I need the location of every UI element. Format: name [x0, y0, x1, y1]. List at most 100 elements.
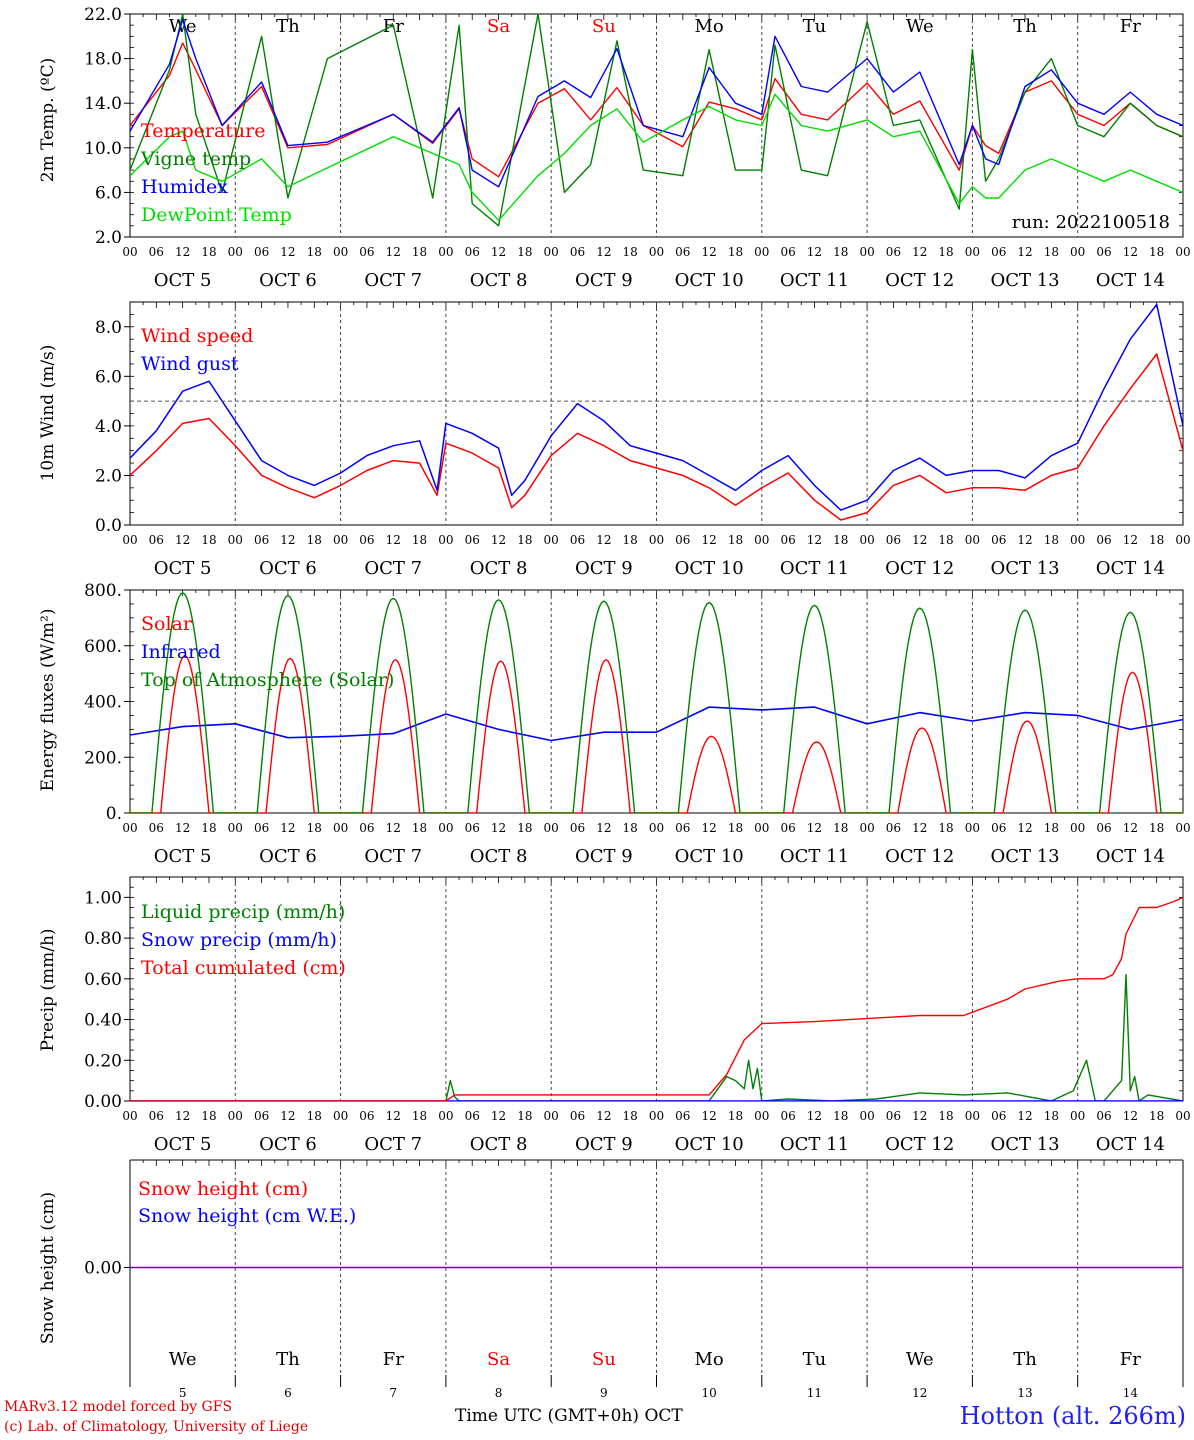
hour-tick-label: 00: [228, 821, 243, 835]
date-label: OCT 11: [780, 270, 849, 291]
hour-tick-label: 00: [1070, 245, 1085, 259]
legend-entry: Solar: [141, 613, 193, 635]
hour-tick-label: 06: [570, 533, 585, 547]
date-label: OCT 5: [154, 270, 212, 291]
hour-tick-label: 06: [254, 533, 269, 547]
hour-tick-label: 18: [201, 533, 216, 547]
y-tick-label: 400.: [84, 693, 122, 713]
legend-entry: Top of Atmosphere (Solar): [141, 669, 394, 691]
hour-tick-label: 12: [912, 245, 927, 259]
y-tick-label: 0.00: [84, 1092, 122, 1112]
date-label: OCT 12: [885, 558, 954, 579]
hour-tick-label: 00: [228, 533, 243, 547]
legend-entry: Infrared: [141, 641, 221, 663]
y-tick-label: 0.20: [84, 1051, 122, 1071]
hour-tick-label: 00: [1175, 245, 1190, 259]
hour-tick-label: 12: [702, 533, 717, 547]
hour-tick-label: 06: [570, 821, 585, 835]
series-liquid-precip-mm-h-: [130, 974, 1183, 1101]
hour-tick-label: 18: [1149, 533, 1164, 547]
date-label: OCT 7: [364, 270, 422, 291]
legend-entry: Vigne temp: [140, 148, 251, 170]
hour-tick-label: 00: [859, 821, 874, 835]
y-axis-label: Precip (mm/h): [38, 928, 58, 1051]
hour-tick-label: 18: [1044, 1109, 1059, 1123]
date-label: OCT 14: [1096, 558, 1165, 579]
day-abbrev-label: Fr: [1120, 16, 1141, 37]
hour-tick-label: 06: [359, 533, 374, 547]
snow-panel: 0.00 Snow height (cm) Snow height (cm) Snow…: [38, 1159, 1184, 1400]
y-tick-label: 600.: [84, 637, 122, 657]
hour-tick-label: 18: [1044, 821, 1059, 835]
hour-tick-label: 06: [780, 821, 795, 835]
station-label: Hotton (alt. 266m): [959, 1402, 1186, 1430]
y-axis-label: 2m Temp. (ºC): [38, 58, 58, 183]
date-label: OCT 13: [990, 1134, 1059, 1155]
day-abbrev-label: Mo: [695, 16, 724, 37]
day-abbrev-label: Th: [1013, 16, 1037, 37]
y-axis-label: 10m Wind (m/s): [38, 345, 58, 482]
date-label: OCT 11: [780, 558, 849, 579]
hour-tick-label: 00: [122, 533, 137, 547]
hour-tick-label: 12: [386, 1109, 401, 1123]
hour-tick-label: 18: [833, 533, 848, 547]
hour-tick-label: 12: [1123, 821, 1138, 835]
lab-credit: (c) Lab. of Climatology, University of L…: [4, 1419, 309, 1435]
hour-tick-label: 12: [175, 821, 190, 835]
hour-tick-label: 18: [1149, 245, 1164, 259]
hour-tick-label: 12: [175, 245, 190, 259]
date-label: OCT 7: [364, 846, 422, 867]
y-tick-label: 18.0: [84, 50, 122, 70]
hour-tick-label: 00: [1175, 821, 1190, 835]
energy-panel: 0. 200. 400. 600. 800. Energy fluxes (W/m²) 00…: [38, 581, 1191, 867]
day-number-label: 11: [807, 1386, 822, 1400]
hour-tick-label: 18: [938, 821, 953, 835]
hour-tick-label: 00: [122, 821, 137, 835]
hour-tick-label: 12: [280, 533, 295, 547]
run-label: run: 2022100518: [1012, 212, 1170, 233]
hour-tick-label: 00: [228, 1109, 243, 1123]
hour-tick-label: 12: [702, 1109, 717, 1123]
y-axis-label: Energy fluxes (W/m²): [38, 609, 58, 792]
date-label: OCT 10: [675, 558, 744, 579]
y-tick-label: 6.0: [95, 183, 122, 203]
date-label: OCT 14: [1096, 270, 1165, 291]
hour-tick-label: 06: [1096, 821, 1111, 835]
hour-tick-label: 00: [122, 245, 137, 259]
legend-entry: Temperature: [141, 120, 265, 142]
hour-tick-label: 12: [912, 821, 927, 835]
day-abbrev-label: We: [906, 16, 934, 37]
hour-tick-label: 18: [201, 821, 216, 835]
hour-tick-label: 12: [912, 533, 927, 547]
day-number-label: 12: [912, 1386, 927, 1400]
date-label: OCT 5: [154, 846, 212, 867]
model-credit: MARv3.12 model forced by GFS: [4, 1399, 233, 1415]
hour-tick-label: 00: [859, 533, 874, 547]
hour-tick-label: 12: [807, 245, 822, 259]
hour-tick-label: 12: [807, 821, 822, 835]
day-number-label: 10: [702, 1386, 717, 1400]
date-label: OCT 9: [575, 1134, 633, 1155]
series-top-of-atmosphere-solar-: [130, 592, 1183, 813]
hour-tick-label: 12: [491, 245, 506, 259]
hour-tick-label: 00: [965, 821, 980, 835]
day-number-label: 13: [1017, 1386, 1032, 1400]
plot-frame: [129, 589, 1184, 814]
hour-tick-label: 00: [649, 1109, 664, 1123]
day-abbrev-label: Fr: [383, 1349, 404, 1370]
hour-tick-label: 00: [859, 245, 874, 259]
date-label: OCT 9: [575, 270, 633, 291]
hour-tick-label: 12: [702, 821, 717, 835]
plot-area: [130, 592, 1183, 813]
hour-tick-label: 00: [122, 1109, 137, 1123]
day-abbrev-label: Tu: [803, 1349, 827, 1370]
date-label: OCT 6: [259, 846, 317, 867]
day-abbrev-label: Th: [276, 16, 300, 37]
hour-tick-label: 06: [991, 1109, 1006, 1123]
legend-entry: Liquid precip (mm/h): [141, 901, 345, 923]
hour-tick-label: 06: [359, 245, 374, 259]
date-label: OCT 8: [470, 1134, 528, 1155]
date-label: OCT 11: [780, 1134, 849, 1155]
legend-entry: Snow height (cm): [138, 1178, 308, 1200]
